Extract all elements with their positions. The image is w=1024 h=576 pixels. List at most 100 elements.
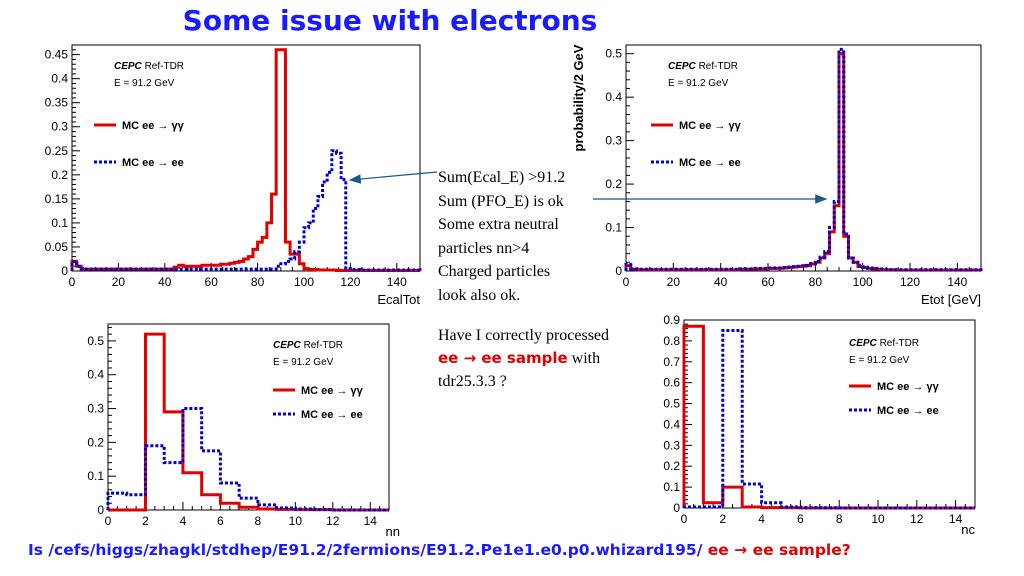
legend-label: MC ee → γγ	[679, 120, 742, 132]
y-tick-label: 0.15	[45, 192, 69, 206]
y-tick-label: 0	[97, 503, 104, 517]
footer-path: Is /cefs/higgs/zhagkl/stdhep/E91.2/2ferm…	[28, 541, 708, 559]
x-axis-label: nn	[386, 524, 400, 539]
y-tick-label: 0.9	[663, 313, 680, 327]
chart-nc: 0 2 4 6 8 10 12 14 0 0.1 0.2 0.3 0.4 0.5 0.6 0.7 0.8 0.9 n…	[663, 313, 976, 537]
question-text: Have I correctly processed ee → ee sampl…	[438, 324, 618, 393]
note-line: look also ok.	[438, 286, 521, 304]
x-tick-label: 60	[205, 275, 219, 289]
y-tick-label: 0	[673, 501, 680, 515]
annotation-text: Ref-TDR	[880, 338, 919, 349]
y-tick-label: 0.05	[45, 240, 69, 254]
annotation-brand: CEPC	[273, 340, 304, 351]
annotation-brand: CEPC	[668, 61, 699, 72]
x-tick-label: 60	[761, 275, 775, 289]
annotation-energy: E = 91.2 GeV	[273, 357, 334, 368]
question-part: Have I correctly processed	[438, 327, 610, 344]
question-highlight: ee → ee sample	[438, 349, 568, 367]
y-tick-label: 0.45	[45, 48, 69, 62]
y-tick-label: 0.1	[51, 216, 68, 230]
y-tick-label: 0.2	[605, 177, 622, 191]
chart-annotation: CEPC Ref-TDR	[849, 338, 919, 349]
notes-block: Sum(Ecal_E) >91.2 Sum (PFO_E) is ok Some…	[438, 166, 638, 307]
y-tick-label: 0.4	[605, 90, 622, 104]
y-tick-label: 0.1	[663, 480, 680, 494]
note-line: Sum (PFO_E) is ok	[438, 192, 564, 210]
footer-highlight: ee → ee sample	[707, 541, 842, 559]
plot-frame	[107, 323, 390, 511]
x-tick-label: 80	[809, 275, 823, 289]
x-axis-label: Etot [GeV]	[921, 292, 981, 307]
plot-frame	[625, 44, 982, 272]
x-tick-label: 140	[387, 275, 407, 289]
annotation-brand: CEPC	[114, 61, 145, 72]
y-tick-label: 0.35	[45, 96, 69, 110]
x-tick-label: 100	[853, 275, 873, 289]
x-tick-label: 120	[340, 275, 360, 289]
x-tick-label: 6	[217, 514, 224, 528]
x-tick-label: 120	[900, 275, 920, 289]
x-tick-label: 10	[289, 514, 303, 528]
y-tick-label: 0.2	[51, 168, 68, 182]
x-tick-label: 8	[255, 514, 262, 528]
x-tick-label: 40	[158, 275, 172, 289]
y-tick-label: 0.8	[663, 334, 680, 348]
chart-annotation: CEPC Ref-TDR	[273, 340, 343, 351]
y-tick-label: 0.3	[51, 120, 68, 134]
y-tick-label: 0.4	[51, 72, 68, 86]
footer-end: ?	[841, 541, 851, 559]
legend-label: MC ee → γγ	[122, 120, 185, 132]
x-tick-label: 8	[836, 512, 843, 526]
y-tick-label: 0.25	[45, 144, 69, 158]
note-line: Some extra neutral	[438, 216, 559, 233]
y-tick-label: 0.5	[663, 397, 680, 411]
series-line-1	[106, 407, 389, 512]
legend-label: MC ee → ee	[877, 405, 939, 417]
x-tick-label: 10	[871, 512, 885, 526]
x-tick-label: 0	[69, 275, 76, 289]
x-tick-label: 14	[364, 514, 378, 528]
chart-ecaltot: 0 20 40 60 80 100 120 140 0 0.05 0.1 0.15 0.2 0.25 0.3…	[45, 44, 422, 307]
x-tick-label: 2	[142, 514, 149, 528]
annotation-text: Ref-TDR	[699, 61, 738, 72]
legend-label: MC ee → ee	[679, 157, 741, 169]
annotation-energy: E = 91.2 GeV	[114, 78, 175, 89]
x-axis-label: nc	[961, 522, 975, 537]
y-tick-label: 0.6	[663, 376, 680, 390]
x-axis-label: EcalTot	[377, 292, 420, 307]
y-tick-label: 0.4	[663, 417, 680, 431]
x-tick-label: 4	[758, 512, 765, 526]
y-tick-label: 0.5	[605, 47, 622, 61]
x-tick-label: 4	[180, 514, 187, 528]
question-part: with tdr25.3.3 ?	[438, 350, 601, 390]
x-tick-label: 20	[667, 275, 681, 289]
y-tick-label: 0	[615, 264, 622, 278]
chart-etot: 0 20 40 60 80 100 120 140 0 0.1 0.2 0.3 0.4 0.5 Etot […	[571, 44, 983, 307]
note-line: particles nn>4	[438, 239, 530, 257]
y-tick-label: 0	[61, 264, 68, 278]
y-axis-label: probability/2 GeV	[571, 44, 586, 151]
series-line-0	[624, 52, 983, 272]
y-tick-label: 0.3	[605, 134, 622, 148]
chart-annotation: CEPC Ref-TDR	[114, 61, 184, 72]
plot-frame	[71, 44, 421, 272]
y-tick-label: 0.7	[663, 355, 680, 369]
y-tick-label: 0.3	[663, 438, 680, 452]
y-tick-label: 0.2	[663, 459, 680, 473]
series-line-1	[70, 149, 422, 272]
legend-label: MC ee → γγ	[877, 381, 940, 393]
x-tick-label: 12	[910, 512, 924, 526]
x-tick-label: 0	[105, 514, 112, 528]
annotation-brand: CEPC	[849, 338, 880, 349]
x-tick-label: 40	[714, 275, 728, 289]
x-tick-label: 12	[326, 514, 340, 528]
x-tick-label: 140	[947, 275, 967, 289]
chart-nn: 0 2 4 6 8 10 12 14 0 0.1 0.2 0.3 0.4 0.5 nn CEPC Ref-TD…	[87, 323, 400, 539]
x-tick-label: 20	[112, 275, 126, 289]
plot-frame	[683, 319, 976, 509]
y-tick-label: 0.1	[605, 221, 622, 235]
y-tick-label: 0.5	[87, 334, 104, 348]
x-tick-label: 0	[623, 275, 630, 289]
x-tick-label: 6	[797, 512, 804, 526]
